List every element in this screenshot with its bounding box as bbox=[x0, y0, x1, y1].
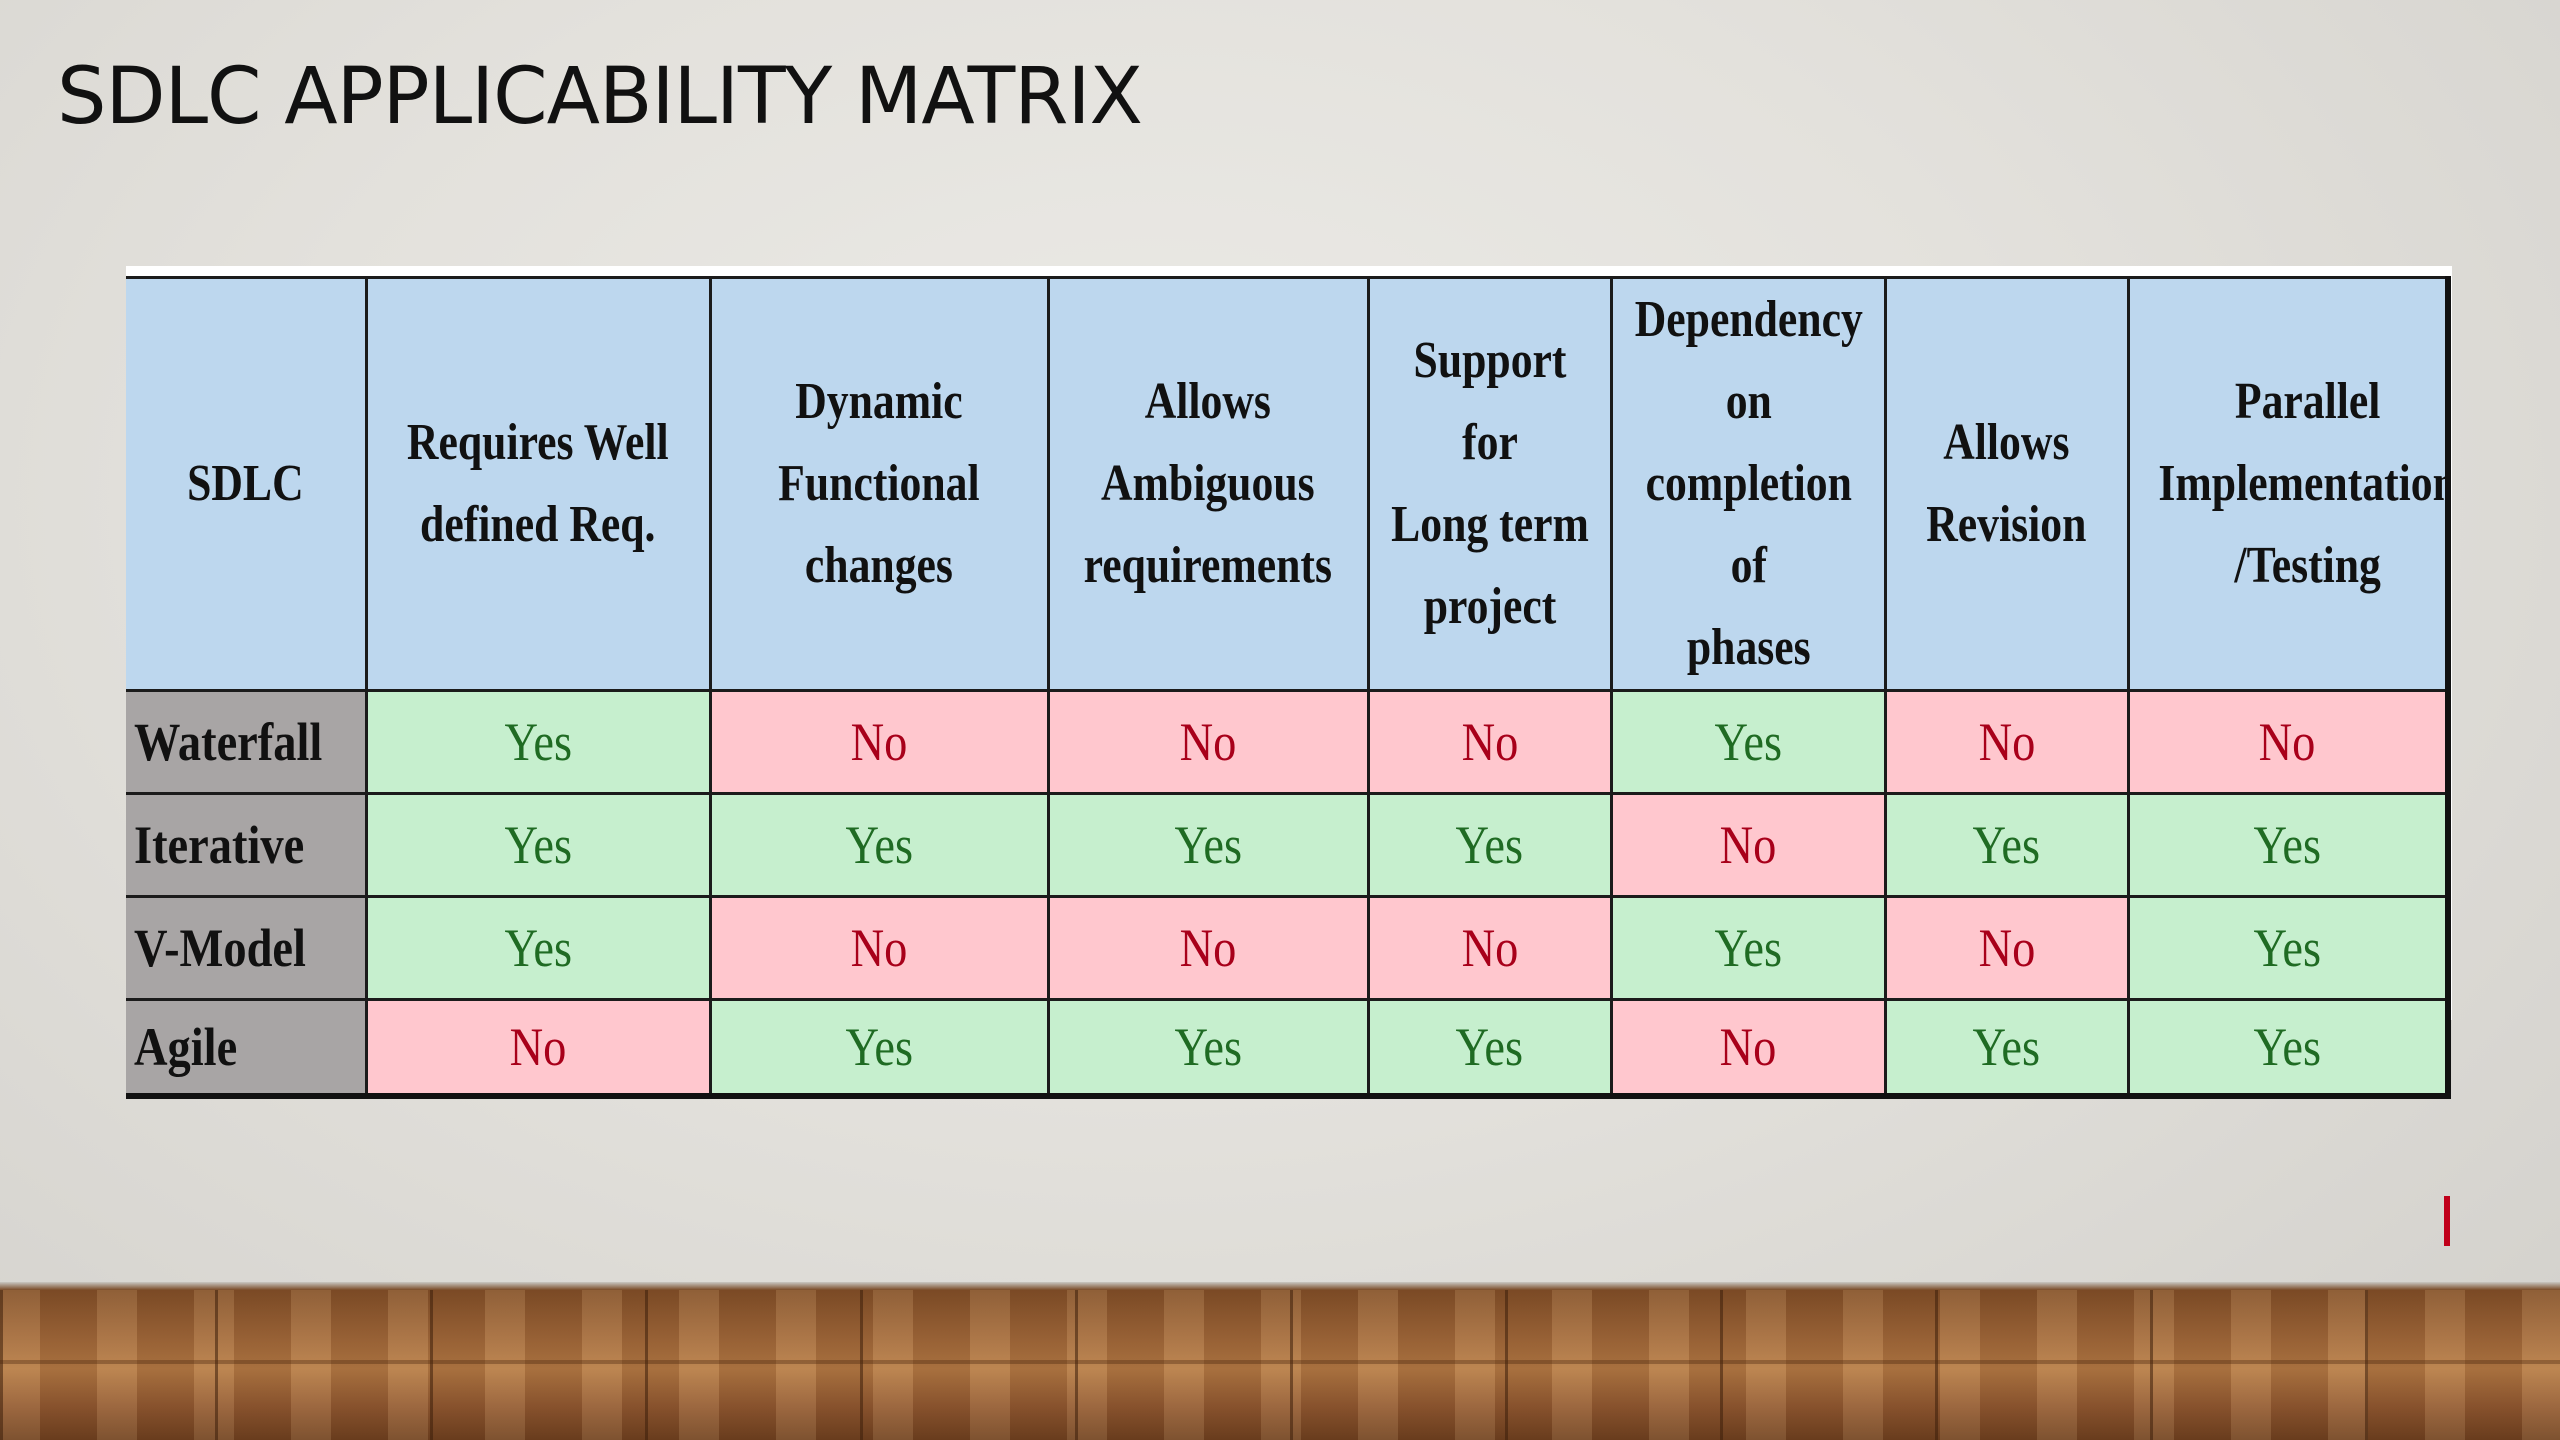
cell-value: No bbox=[1461, 712, 1518, 772]
cell-value: Yes bbox=[2253, 1017, 2322, 1077]
header-label: Dynamic Functional changes bbox=[778, 373, 980, 594]
header-cell: Allows Revision bbox=[1883, 276, 2130, 692]
matrix-cell: No bbox=[1366, 689, 1613, 795]
matrix-cell: Yes bbox=[2126, 998, 2451, 1099]
cell-value: No bbox=[1179, 918, 1237, 978]
matrix-cell: No bbox=[1609, 998, 1887, 1099]
row-label: V-Model bbox=[126, 895, 368, 1001]
cell-value: Yes bbox=[504, 712, 572, 772]
matrix-cell: No bbox=[1046, 895, 1370, 1001]
floor-edge bbox=[0, 1282, 2560, 1290]
header-cell: Allows Ambiguous requirements bbox=[1046, 276, 1370, 692]
header-cell: Support for Long term project bbox=[1366, 276, 1613, 692]
row-label-text: V-Model bbox=[134, 918, 306, 978]
matrix-cell: Yes bbox=[2126, 792, 2451, 898]
cell-value: Yes bbox=[1174, 1017, 1242, 1077]
header-label: Allows Revision bbox=[1926, 414, 2087, 553]
header-row: SDLC Requires Well defined Req. Dynamic … bbox=[126, 276, 2451, 692]
row-label: Iterative bbox=[126, 792, 368, 898]
wood-floor bbox=[0, 1282, 2560, 1440]
header-cell: Dynamic Functional changes bbox=[708, 276, 1050, 692]
matrix-cell: No bbox=[1883, 895, 2130, 1001]
cell-value: No bbox=[1978, 918, 2035, 978]
cell-value: Yes bbox=[1455, 1017, 1524, 1077]
cell-value: No bbox=[1179, 712, 1237, 772]
matrix-cell: Yes bbox=[708, 792, 1050, 898]
slide-title: SDLC APPLICABILITY MATRIX bbox=[57, 52, 1143, 142]
floor-board-line bbox=[0, 1360, 2560, 1364]
header-cell: SDLC bbox=[126, 276, 368, 692]
row-label-text: Agile bbox=[134, 1017, 238, 1077]
matrix-cell: No bbox=[364, 998, 712, 1099]
row-label-text: Iterative bbox=[134, 815, 305, 875]
matrix-cell: No bbox=[1046, 689, 1370, 795]
table-row: V-Model Yes No No No Yes No Yes bbox=[126, 895, 2451, 1001]
cell-value: No bbox=[1719, 1017, 1777, 1077]
matrix-cell: No bbox=[1883, 689, 2130, 795]
matrix-cell: Yes bbox=[1883, 792, 2130, 898]
cell-value: Yes bbox=[2253, 815, 2322, 875]
cell-value: Yes bbox=[1972, 815, 2041, 875]
cell-value: Yes bbox=[2253, 918, 2322, 978]
sdlc-matrix-table: SDLC Requires Well defined Req. Dynamic … bbox=[126, 276, 2451, 1099]
header-label: Parallel Implementation /Testing bbox=[2157, 373, 2448, 594]
header-cell: Dependency on completion of phases bbox=[1609, 276, 1887, 692]
row-label: Agile bbox=[126, 998, 368, 1099]
matrix-cell: Yes bbox=[1366, 998, 1613, 1099]
cell-value: No bbox=[1461, 918, 1518, 978]
cell-value: Yes bbox=[845, 815, 913, 875]
header-label: Requires Well defined Req. bbox=[407, 414, 669, 553]
row-label-text: Waterfall bbox=[134, 712, 323, 772]
table-row: Waterfall Yes No No No Yes No No bbox=[126, 689, 2451, 795]
header-cell: Requires Well defined Req. bbox=[364, 276, 712, 692]
matrix-cell: Yes bbox=[364, 689, 712, 795]
cell-value: Yes bbox=[845, 1017, 913, 1077]
cell-value: Yes bbox=[1174, 815, 1242, 875]
header-label: Dependency on completion of phases bbox=[1634, 291, 1863, 676]
row-label: Waterfall bbox=[126, 689, 368, 795]
matrix-cell: No bbox=[2126, 689, 2451, 795]
table-row: Agile No Yes Yes Yes No Yes Yes bbox=[126, 998, 2451, 1099]
matrix-cell: Yes bbox=[1883, 998, 2130, 1099]
cell-value: No bbox=[509, 1017, 567, 1077]
matrix-cell: Yes bbox=[1046, 998, 1370, 1099]
matrix-cell: No bbox=[708, 895, 1050, 1001]
table-row: Iterative Yes Yes Yes Yes No Yes Yes bbox=[126, 792, 2451, 898]
matrix-cell: No bbox=[1609, 792, 1887, 898]
header-label: Allows Ambiguous requirements bbox=[1083, 373, 1333, 594]
cell-value: No bbox=[1719, 815, 1777, 875]
matrix-cell: Yes bbox=[1366, 792, 1613, 898]
matrix-cell: Yes bbox=[2126, 895, 2451, 1001]
matrix-cell: Yes bbox=[364, 895, 712, 1001]
matrix-cell: Yes bbox=[708, 998, 1050, 1099]
header-label: SDLC bbox=[186, 455, 304, 512]
cell-value: Yes bbox=[1714, 712, 1782, 772]
matrix-cell: No bbox=[708, 689, 1050, 795]
matrix-cell: Yes bbox=[1609, 895, 1887, 1001]
cell-value: Yes bbox=[1455, 815, 1524, 875]
table-frame: SDLC Requires Well defined Req. Dynamic … bbox=[126, 266, 2452, 1246]
cell-value: Yes bbox=[1714, 918, 1782, 978]
red-edge-mark bbox=[2444, 1196, 2450, 1246]
cell-value: No bbox=[850, 918, 908, 978]
cell-value: No bbox=[2258, 712, 2316, 772]
cell-value: Yes bbox=[1972, 1017, 2041, 1077]
header-cell: Parallel Implementation /Testing bbox=[2126, 276, 2451, 692]
cell-value: No bbox=[1978, 712, 2035, 772]
header-label: Support for Long term project bbox=[1390, 332, 1589, 635]
cell-value: No bbox=[850, 712, 908, 772]
matrix-cell: No bbox=[1366, 895, 1613, 1001]
matrix-cell: Yes bbox=[1046, 792, 1370, 898]
matrix-cell: Yes bbox=[1609, 689, 1887, 795]
cell-value: Yes bbox=[504, 918, 572, 978]
matrix-cell: Yes bbox=[364, 792, 712, 898]
cell-value: Yes bbox=[504, 815, 572, 875]
